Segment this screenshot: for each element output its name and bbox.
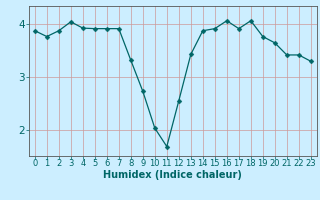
X-axis label: Humidex (Indice chaleur): Humidex (Indice chaleur): [103, 170, 242, 180]
